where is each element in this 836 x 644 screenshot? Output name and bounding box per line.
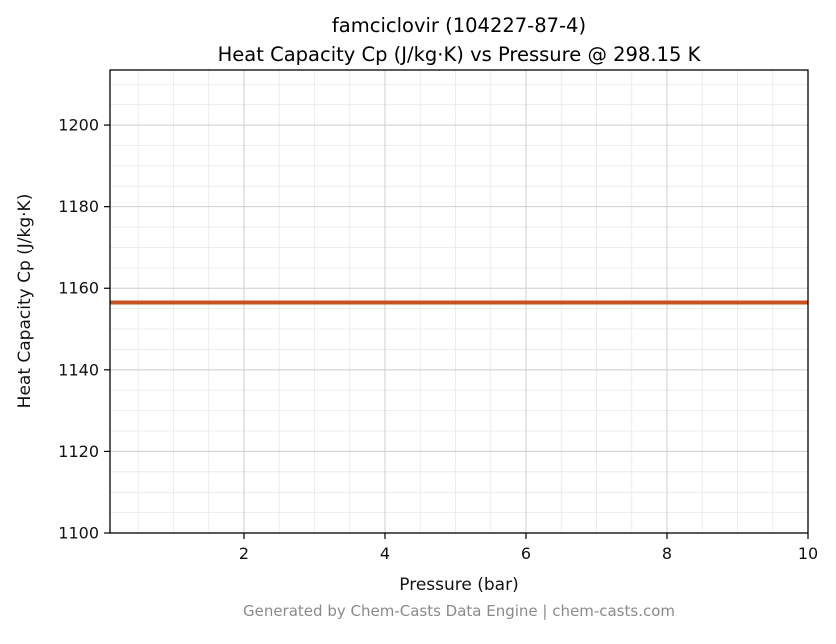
- x-axis-label: Pressure (bar): [399, 575, 518, 595]
- chart-title-line2: Heat Capacity Cp (J/kg·K) vs Pressure @ …: [217, 43, 701, 66]
- y-tick-label: 1180: [58, 197, 99, 216]
- y-tick-label: 1160: [58, 279, 99, 298]
- y-tick-label: 1200: [58, 116, 99, 135]
- chart-title-line1: famciclovir (104227-87-4): [331, 14, 587, 37]
- chart-title: famciclovir (104227-87-4) Heat Capacity …: [110, 11, 808, 69]
- plot-frame: [109, 69, 809, 534]
- tick-labels: 2 4 6 8 10 1100 1120 1140 1160 1180 1200: [58, 116, 818, 563]
- y-tick-label: 1100: [58, 524, 99, 543]
- y-axis-label: Heat Capacity Cp (J/kg·K): [15, 194, 35, 409]
- y-tick-label: 1120: [58, 442, 99, 461]
- x-tick-label: 8: [662, 544, 672, 563]
- axis-ticks: [104, 124, 809, 539]
- footer-text: Generated by Chem-Casts Data Engine | ch…: [242, 602, 676, 620]
- x-tick-label: 6: [521, 544, 531, 563]
- x-tick-label: 4: [380, 544, 390, 563]
- y-tick-label: 1140: [58, 360, 99, 379]
- x-tick-label: 2: [239, 544, 249, 563]
- x-tick-label: 10: [798, 544, 818, 563]
